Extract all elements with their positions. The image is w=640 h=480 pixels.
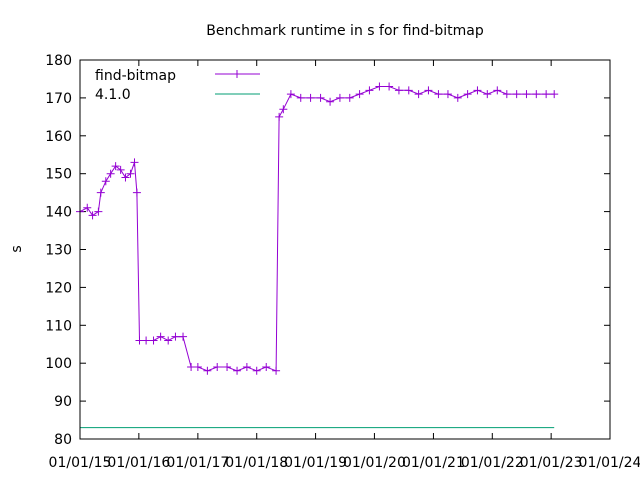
data-point: [473, 86, 482, 95]
x-tick-label: 01/01/17: [166, 455, 229, 471]
x-axis-ticks: 01/01/1501/01/1601/01/1701/01/1801/01/19…: [49, 60, 640, 471]
data-point: [345, 93, 354, 102]
data-point: [542, 90, 551, 99]
data-point: [111, 162, 120, 171]
data-point: [130, 158, 139, 167]
data-point: [242, 362, 251, 371]
y-tick-label: 110: [45, 318, 72, 334]
legend-label-series-2: 4.1.0: [95, 87, 131, 103]
data-point: [296, 93, 305, 102]
data-point: [483, 90, 492, 99]
x-tick-label: 01/01/22: [461, 455, 524, 471]
y-axis-ticks: 80 90 100 110 120 130 140 150 160 170 180: [45, 53, 610, 448]
data-point: [424, 86, 433, 95]
x-tick-label: 01/01/21: [402, 455, 465, 471]
data-point: [101, 177, 110, 186]
data-point: [223, 362, 232, 371]
data-point: [279, 105, 288, 114]
data-point: [306, 93, 315, 102]
data-point: [453, 93, 462, 102]
data-point: [355, 90, 364, 99]
data-point: [121, 173, 130, 182]
data-point: [132, 188, 141, 197]
y-tick-label: 120: [45, 280, 72, 296]
data-point: [262, 362, 271, 371]
data-point: [414, 90, 423, 99]
data-point: [252, 366, 261, 375]
data-point: [493, 86, 502, 95]
y-tick-label: 130: [45, 243, 72, 259]
data-point: [502, 90, 511, 99]
series-layer: [76, 82, 559, 429]
series-1: [76, 82, 559, 375]
x-tick-label: 01/01/24: [579, 455, 640, 471]
data-point: [171, 332, 180, 341]
data-point: [434, 90, 443, 99]
y-tick-label: 160: [45, 129, 72, 145]
x-tick-label: 01/01/15: [49, 455, 112, 471]
data-point: [385, 82, 394, 91]
data-point: [275, 112, 284, 121]
data-point: [94, 207, 103, 216]
data-point: [142, 336, 151, 345]
data-point: [375, 82, 384, 91]
y-tick-label: 150: [45, 167, 72, 183]
y-axis-label: s: [9, 245, 25, 252]
x-tick-label: 01/01/23: [520, 455, 583, 471]
data-point: [149, 336, 158, 345]
data-point: [193, 362, 202, 371]
data-point: [88, 211, 97, 220]
y-tick-label: 80: [54, 432, 72, 448]
data-point: [164, 336, 173, 345]
y-tick-label: 180: [45, 53, 72, 69]
data-point: [365, 86, 374, 95]
y-tick-label: 100: [45, 356, 72, 372]
data-point: [272, 366, 281, 375]
data-point: [443, 90, 452, 99]
data-point: [404, 86, 413, 95]
data-point: [106, 169, 115, 178]
y-tick-label: 140: [45, 205, 72, 221]
x-tick-label: 01/01/18: [225, 455, 288, 471]
data-point: [316, 93, 325, 102]
data-point: [83, 203, 92, 212]
data-point: [335, 93, 344, 102]
x-tick-label: 01/01/19: [284, 455, 347, 471]
y-tick-label: 170: [45, 91, 72, 107]
data-point: [512, 90, 521, 99]
data-point: [463, 90, 472, 99]
data-point: [326, 97, 335, 106]
data-point: [96, 188, 105, 197]
y-tick-label: 90: [54, 394, 72, 410]
data-point: [213, 362, 222, 371]
data-point: [233, 366, 242, 375]
data-point: [116, 165, 125, 174]
legend-label-series-1: find-bitmap: [95, 68, 176, 84]
data-point: [532, 90, 541, 99]
data-point: [394, 86, 403, 95]
data-point: [156, 332, 165, 341]
legend-marker: [233, 70, 241, 78]
data-point: [286, 90, 295, 99]
x-tick-label: 01/01/20: [343, 455, 406, 471]
data-point: [126, 169, 135, 178]
chart-title: Benchmark runtime in s for find-bitmap: [206, 23, 484, 39]
data-point: [522, 90, 531, 99]
legend: find-bitmap 4.1.0: [95, 68, 260, 103]
data-point: [179, 332, 188, 341]
plot-frame: [79, 59, 611, 440]
data-point: [203, 366, 212, 375]
series-line: [79, 86, 555, 372]
data-point: [550, 90, 559, 99]
legend-swatch-series-1: [215, 70, 260, 78]
data-point: [187, 362, 196, 371]
x-tick-label: 01/01/16: [107, 455, 170, 471]
